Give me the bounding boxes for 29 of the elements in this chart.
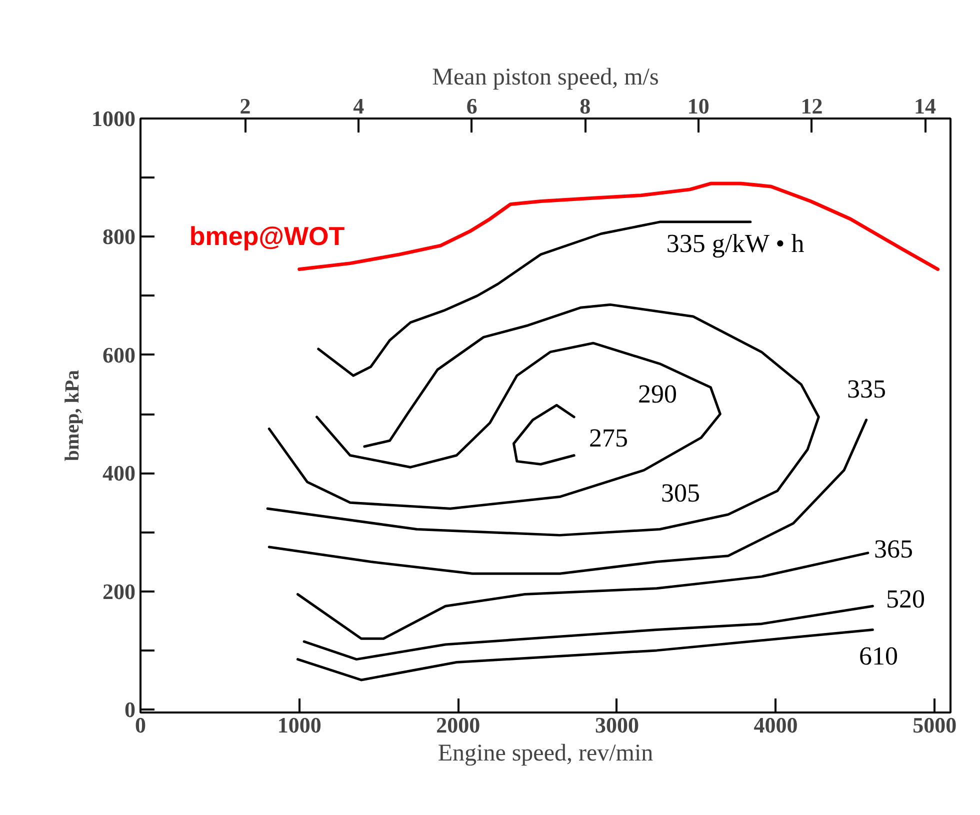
annotation: 275 [589,424,628,452]
x-tick-label: 1000 [277,712,322,738]
x2-tick-label: 10 [687,94,710,118]
x-tick-label: 3000 [594,712,639,738]
x2-tick-label: 14 [914,94,936,118]
annotation: 520 [886,584,925,614]
y-tick-label: 800 [102,224,136,250]
x-tick-label: 5000 [912,712,957,738]
y-tick-label: 400 [102,460,136,486]
series-label: bmep@WOT [189,221,345,252]
x2-tick-label: 2 [240,94,251,118]
y-tick-label: 600 [102,342,136,368]
x-tick-label: 2000 [436,712,480,738]
annotation: 290 [638,380,677,408]
y-tick-label: 1000 [92,106,136,131]
x-axis-title: Engine speed, rev/min [438,740,654,766]
x2-axis-title: Mean piston speed, m/s [432,64,659,90]
annotation: 305 [661,478,700,508]
y-tick-label: 200 [102,578,136,604]
x2-tick-label: 4 [353,94,364,118]
x2-tick-label: 12 [800,94,823,118]
x-tick-label: 4000 [754,712,798,738]
annotation: 335 g/kW • h [666,229,804,258]
annotation: 365 [874,534,913,564]
annotation: 335 [847,374,886,404]
x2-tick-label: 8 [580,94,591,118]
annotation: 610 [859,642,898,670]
y-axis-title: bmep, kPa [62,370,84,462]
x2-tick-label: 6 [466,94,478,118]
